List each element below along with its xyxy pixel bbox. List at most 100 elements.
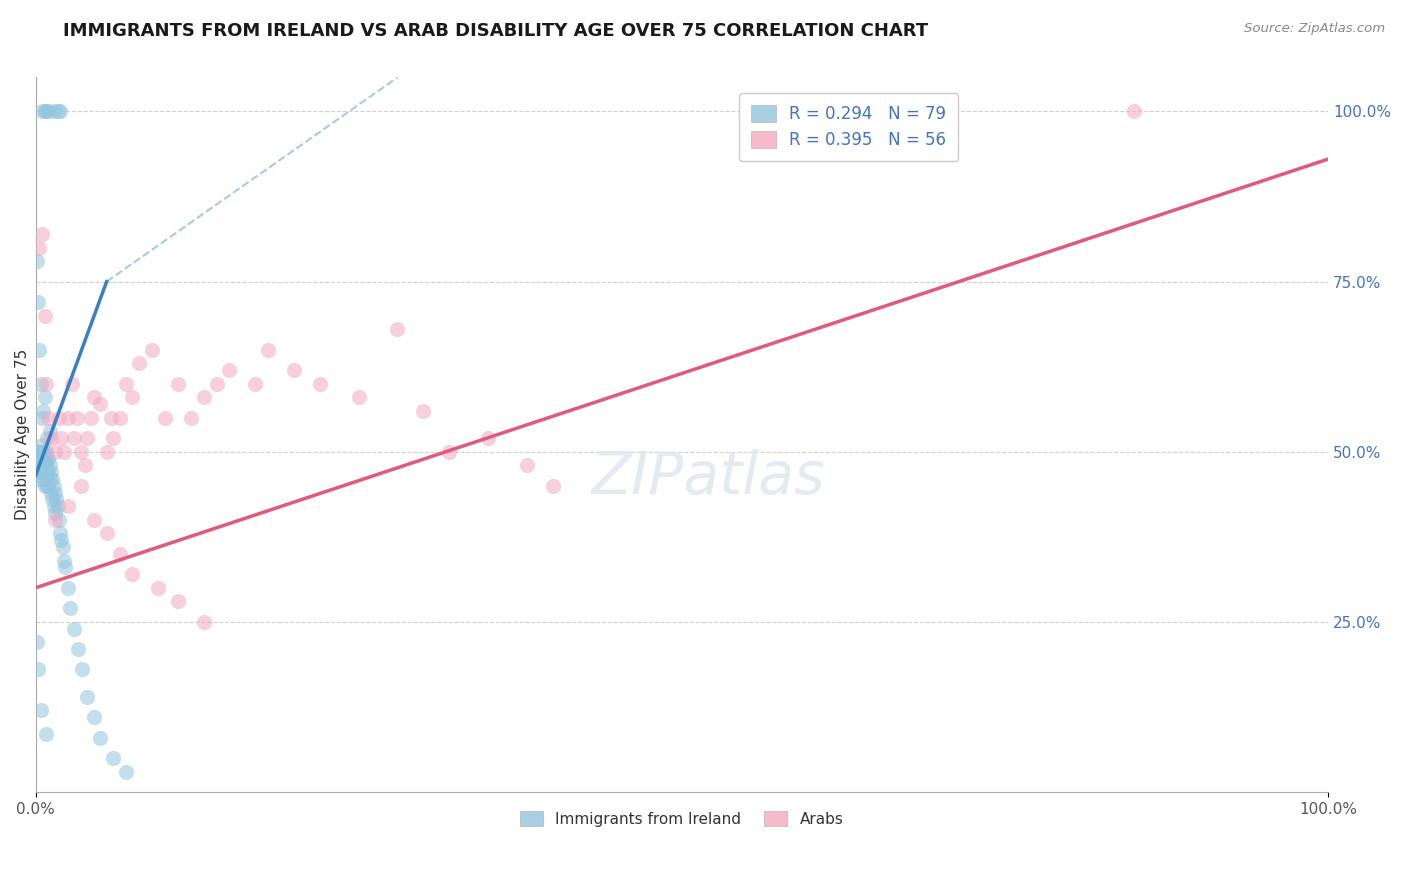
- Point: [42, 104, 65, 119]
- Point: [89, 397, 111, 411]
- Point: [347, 390, 370, 404]
- Point: [28, 241, 51, 255]
- Point: [28, 451, 51, 466]
- Point: [39, 465, 62, 479]
- Point: [166, 594, 188, 608]
- Point: [73, 458, 96, 473]
- Point: [48, 410, 70, 425]
- Point: [46, 499, 69, 513]
- Point: [32, 458, 55, 473]
- Point: [27, 663, 49, 677]
- Y-axis label: Disability Age Over 75: Disability Age Over 75: [15, 349, 30, 520]
- Point: [42, 499, 65, 513]
- Point: [44, 444, 66, 458]
- Point: [53, 553, 76, 567]
- Point: [30, 451, 52, 466]
- Point: [53, 560, 76, 574]
- Point: [38, 472, 60, 486]
- Point: [28, 458, 51, 473]
- Point: [25, 451, 48, 466]
- Point: [101, 751, 124, 765]
- Point: [41, 472, 63, 486]
- Point: [121, 390, 143, 404]
- Point: [80, 410, 103, 425]
- Point: [28, 343, 51, 357]
- Point: [35, 458, 58, 473]
- Point: [31, 465, 53, 479]
- Point: [51, 533, 73, 548]
- Point: [38, 425, 60, 439]
- Point: [39, 431, 62, 445]
- Point: [56, 499, 79, 513]
- Point: [69, 479, 91, 493]
- Point: [541, 479, 564, 493]
- Point: [108, 547, 131, 561]
- Point: [44, 485, 66, 500]
- Point: [31, 227, 53, 241]
- Point: [148, 581, 170, 595]
- Point: [34, 451, 56, 466]
- Point: [35, 444, 58, 458]
- Point: [25, 254, 48, 268]
- Point: [27, 295, 49, 310]
- Point: [101, 431, 124, 445]
- Point: [51, 431, 73, 445]
- Point: [31, 410, 53, 425]
- Point: [44, 513, 66, 527]
- Point: [59, 601, 82, 615]
- Point: [41, 492, 63, 507]
- Point: [66, 410, 89, 425]
- Point: [31, 458, 53, 473]
- Point: [37, 410, 59, 425]
- Point: [166, 376, 188, 391]
- Text: ZIPatlas: ZIPatlas: [591, 449, 824, 506]
- Point: [37, 451, 59, 466]
- Point: [37, 479, 59, 493]
- Point: [218, 363, 240, 377]
- Point: [193, 615, 215, 629]
- Point: [70, 663, 93, 677]
- Point: [283, 363, 305, 377]
- Point: [56, 410, 79, 425]
- Point: [35, 727, 58, 741]
- Point: [153, 410, 176, 425]
- Point: [30, 376, 52, 391]
- Point: [32, 404, 55, 418]
- Point: [67, 642, 90, 657]
- Point: [245, 376, 267, 391]
- Point: [31, 104, 53, 119]
- Point: [83, 513, 105, 527]
- Point: [516, 458, 538, 473]
- Point: [34, 444, 56, 458]
- Point: [25, 635, 48, 649]
- Point: [37, 431, 59, 445]
- Point: [121, 567, 143, 582]
- Point: [52, 540, 75, 554]
- Point: [76, 690, 98, 704]
- Point: [437, 444, 460, 458]
- Point: [309, 376, 332, 391]
- Text: IMMIGRANTS FROM IRELAND VS ARAB DISABILITY AGE OVER 75 CORRELATION CHART: IMMIGRANTS FROM IRELAND VS ARAB DISABILI…: [63, 22, 928, 40]
- Point: [205, 376, 228, 391]
- Point: [477, 431, 499, 445]
- Point: [30, 444, 52, 458]
- Point: [30, 703, 52, 717]
- Point: [76, 431, 98, 445]
- Point: [37, 479, 59, 493]
- Point: [46, 104, 69, 119]
- Point: [96, 526, 118, 541]
- Point: [35, 104, 58, 119]
- Point: [30, 458, 52, 473]
- Point: [83, 390, 105, 404]
- Point: [38, 458, 60, 473]
- Point: [49, 526, 72, 541]
- Point: [28, 444, 51, 458]
- Point: [34, 465, 56, 479]
- Point: [27, 444, 49, 458]
- Point: [387, 322, 409, 336]
- Point: [39, 485, 62, 500]
- Point: [115, 376, 138, 391]
- Point: [35, 376, 58, 391]
- Text: Source: ZipAtlas.com: Source: ZipAtlas.com: [1244, 22, 1385, 36]
- Point: [48, 513, 70, 527]
